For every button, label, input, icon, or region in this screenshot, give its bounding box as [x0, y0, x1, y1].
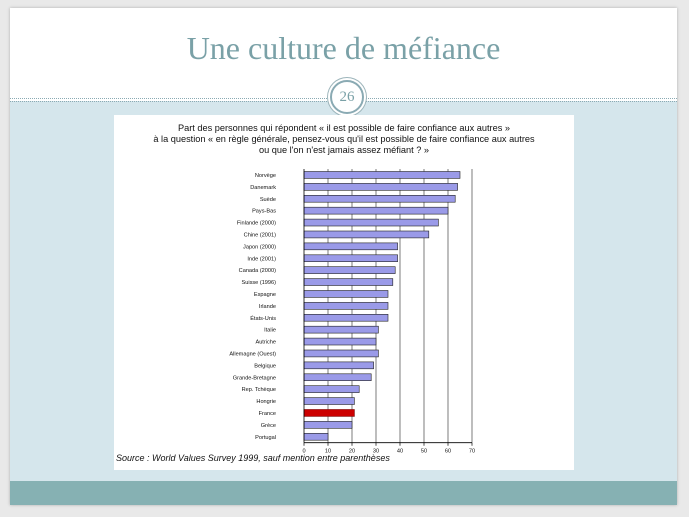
x-tick-label: 60: [445, 449, 451, 455]
bar: [303, 254, 398, 263]
x-tick-label: 10: [325, 449, 331, 455]
category-label: Portugal: [255, 435, 276, 441]
bar: [303, 421, 353, 429]
bar: [303, 314, 389, 322]
bar: [303, 278, 394, 286]
bar: [303, 206, 449, 215]
bar: [303, 325, 379, 334]
bar: [303, 218, 439, 227]
category-label: Suisse (1996): [241, 280, 276, 286]
chart-source: Source : World Values Survey 1999, sauf …: [116, 453, 390, 463]
category-label: Espagne: [254, 292, 276, 298]
bar-highlight: [303, 409, 355, 417]
category-label: Hongrie: [256, 399, 276, 405]
bar: [303, 183, 458, 191]
category-label: Rep. Tchèque: [242, 387, 276, 393]
bar: [303, 302, 389, 310]
bar-chart: Norvège Danemark Suède Pays-Bas Finlande (20…: [229, 169, 475, 455]
bar: [303, 266, 396, 274]
bar: [303, 242, 398, 251]
x-tick-label: 70: [469, 449, 475, 455]
category-label: Norvège: [255, 173, 276, 179]
category-label: Grèce: [261, 423, 276, 429]
x-tick-label: 20: [349, 449, 355, 455]
x-tick-label: 30: [373, 449, 379, 455]
chart-title-line-1: Part des personnes qui répondent « il es…: [178, 123, 510, 133]
category-label: Allemagne (Ouest): [229, 351, 276, 357]
chart-title-line-2: à la question « en règle générale, pense…: [153, 134, 535, 144]
slide: Une culture de méfiance 26 Part des pers…: [10, 8, 677, 505]
bar: [303, 195, 456, 203]
bar: [303, 337, 377, 346]
category-label: Suède: [260, 197, 276, 203]
category-label: Belgique: [254, 363, 276, 369]
category-label: Japon (2000): [243, 244, 276, 250]
bar: [303, 397, 355, 405]
x-tick-label: 40: [397, 449, 403, 455]
bar: [303, 432, 329, 441]
x-tick-label: 0: [302, 449, 305, 455]
category-label: Irlande: [259, 304, 276, 310]
bar: [303, 171, 461, 179]
footer-band: [10, 481, 677, 505]
bar: [303, 373, 372, 381]
category-label: Autriche: [255, 340, 276, 346]
slide-number: 26: [330, 80, 364, 114]
bar: [303, 361, 374, 370]
slide-title: Une culture de méfiance: [186, 30, 501, 66]
category-label: Italie: [264, 328, 276, 334]
bar: [303, 349, 379, 358]
chart-title: Part des personnes qui répondent « il es…: [114, 123, 574, 156]
bar: [303, 290, 389, 298]
category-label: Pays-Bas: [252, 209, 276, 215]
x-tick-label: 50: [421, 449, 427, 455]
category-label: États-Unis: [250, 315, 276, 322]
category-label: Inde (2001): [247, 256, 276, 262]
chart-figure: Part des personnes qui répondent « il es…: [114, 115, 574, 470]
category-label: Grande-Bretagne: [233, 375, 276, 381]
category-label: Danemark: [250, 185, 276, 191]
bar: [303, 385, 360, 393]
category-label: France: [259, 411, 276, 417]
category-label: Canada (2000): [239, 268, 276, 274]
bar: [303, 230, 430, 239]
chart-title-line-3: ou que l'on n'est jamais assez méfiant ?…: [258, 145, 429, 155]
category-label: Finlande (2000): [237, 221, 276, 227]
category-label: Chine (2001): [244, 232, 276, 238]
